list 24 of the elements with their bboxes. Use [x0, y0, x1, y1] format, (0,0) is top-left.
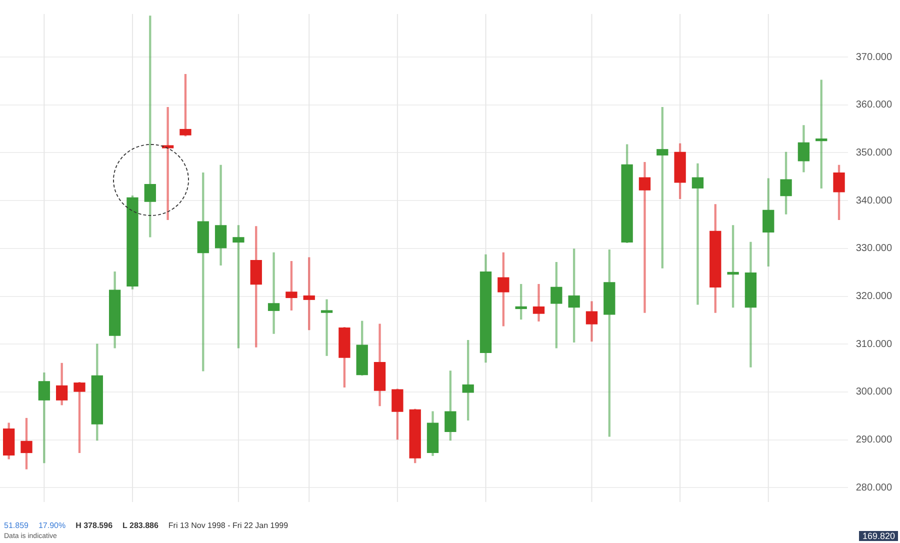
candlestick: [638, 162, 651, 313]
candlestick: [692, 163, 704, 305]
text: L 283.886: [122, 521, 158, 530]
y-tick-label: 330.000: [856, 243, 892, 254]
y-tick-label: 300.000: [856, 386, 892, 398]
y-tick-label: 340.000: [856, 195, 892, 206]
text: 169.820: [859, 531, 898, 541]
candlestick: [727, 225, 739, 308]
candlestick: [816, 80, 828, 188]
candlestick: [532, 284, 545, 322]
candlestick: [162, 106, 174, 220]
text: 51.859: [4, 521, 28, 530]
text: H 378.596: [76, 521, 113, 530]
y-tick-label: 370.000: [856, 52, 892, 63]
text: 17.90%: [38, 521, 66, 530]
candlestick: [268, 252, 280, 334]
text: Fri 13 Nov 1998 - Fri 22 Jan 1999: [168, 521, 288, 530]
y-tick-label: 350.000: [856, 147, 892, 158]
candlestick: [320, 299, 333, 356]
y-tick-label: 310.000: [856, 338, 892, 350]
y-tick-label: 360.000: [856, 100, 892, 111]
y-tick-label: 280.000: [856, 482, 892, 494]
y-tick-label: 290.000: [856, 434, 892, 446]
y-tick-label: 320.000: [856, 291, 892, 302]
